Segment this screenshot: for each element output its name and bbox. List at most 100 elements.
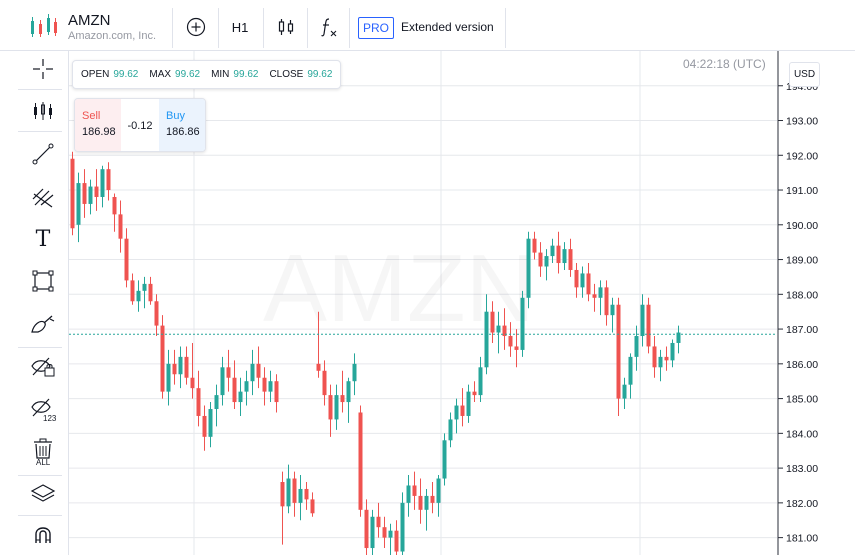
candle-body[interactable]: [316, 363, 321, 371]
candle-body[interactable]: [370, 516, 375, 549]
candle-body[interactable]: [574, 269, 579, 288]
candle-body[interactable]: [514, 346, 519, 350]
candle-body[interactable]: [478, 367, 483, 396]
candle-body[interactable]: [676, 332, 681, 343]
candle-body[interactable]: [466, 391, 471, 416]
candle-body[interactable]: [202, 415, 207, 437]
candle-body[interactable]: [280, 482, 285, 507]
candle-body[interactable]: [532, 238, 537, 253]
candles-tool[interactable]: [26, 94, 60, 128]
candle-body[interactable]: [184, 356, 189, 378]
symbol-name[interactable]: AMZN: [68, 12, 111, 29]
candle-body[interactable]: [490, 311, 495, 333]
candle-body[interactable]: [244, 381, 249, 392]
price-chart[interactable]: AMZN 194.00193.00192.00191.00190.00189.0…: [69, 51, 855, 555]
candle-body[interactable]: [592, 294, 597, 298]
candle-body[interactable]: [520, 297, 525, 350]
candle-body[interactable]: [94, 186, 99, 197]
brush-tool[interactable]: [26, 307, 60, 341]
candle-body[interactable]: [250, 363, 255, 382]
candle-body[interactable]: [292, 478, 297, 503]
candle-body[interactable]: [82, 183, 87, 204]
chart-type-button[interactable]: [273, 14, 299, 40]
layers-tool[interactable]: [26, 477, 60, 511]
candle-body[interactable]: [472, 391, 477, 396]
candle-body[interactable]: [382, 527, 387, 538]
candle-body[interactable]: [232, 377, 237, 403]
candle-body[interactable]: [670, 342, 675, 361]
indicators-button[interactable]: [316, 14, 342, 40]
candle-body[interactable]: [652, 346, 657, 368]
candle-body[interactable]: [442, 440, 447, 479]
magnet-tool[interactable]: [26, 519, 60, 553]
candle-body[interactable]: [586, 273, 591, 295]
candle-body[interactable]: [556, 245, 561, 264]
candle-body[interactable]: [502, 325, 507, 337]
candle-body[interactable]: [364, 509, 369, 549]
candle-body[interactable]: [154, 301, 159, 326]
candle-body[interactable]: [526, 238, 531, 298]
candle-body[interactable]: [400, 502, 405, 552]
candle-body[interactable]: [112, 196, 117, 215]
candle-body[interactable]: [118, 214, 123, 239]
candle-body[interactable]: [178, 356, 183, 375]
candle-body[interactable]: [124, 238, 129, 281]
candle-body[interactable]: [70, 158, 75, 229]
candle-body[interactable]: [412, 485, 417, 496]
candle-body[interactable]: [646, 304, 651, 347]
candle-body[interactable]: [376, 516, 381, 528]
candle-body[interactable]: [262, 377, 267, 392]
candle-body[interactable]: [88, 186, 93, 204]
candle-body[interactable]: [304, 488, 309, 500]
candle-body[interactable]: [448, 419, 453, 441]
remove-all-tool[interactable]: ALL: [26, 435, 60, 469]
candle-body[interactable]: [604, 287, 609, 316]
candle-body[interactable]: [352, 363, 357, 382]
hide-numbers-tool[interactable]: 123: [26, 393, 60, 427]
candle-body[interactable]: [616, 304, 621, 399]
candle-body[interactable]: [388, 530, 393, 538]
candle-body[interactable]: [298, 488, 303, 503]
candle-body[interactable]: [142, 283, 147, 291]
lock-drawings-tool[interactable]: [26, 350, 60, 384]
candle-body[interactable]: [658, 356, 663, 368]
candle-body[interactable]: [148, 283, 153, 302]
candle-body[interactable]: [406, 485, 411, 503]
buy-button[interactable]: Buy 186.86: [159, 99, 205, 151]
candle-body[interactable]: [640, 304, 645, 337]
candle-body[interactable]: [508, 336, 513, 347]
candle-body[interactable]: [274, 381, 279, 403]
text-tool[interactable]: T: [26, 222, 60, 256]
candle-body[interactable]: [334, 395, 339, 420]
candle-body[interactable]: [622, 384, 627, 399]
candle-body[interactable]: [220, 367, 225, 396]
candle-body[interactable]: [598, 287, 603, 298]
pro-badge[interactable]: PRO: [358, 17, 394, 39]
rectangle-tool[interactable]: [26, 264, 60, 298]
candle-body[interactable]: [568, 249, 573, 270]
candle-body[interactable]: [322, 370, 327, 396]
sell-button[interactable]: Sell 186.98: [75, 99, 121, 151]
candle-body[interactable]: [106, 169, 111, 191]
candle-body[interactable]: [196, 388, 201, 416]
candle-body[interactable]: [268, 381, 273, 392]
candle-body[interactable]: [580, 273, 585, 288]
candle-body[interactable]: [214, 395, 219, 410]
candle-body[interactable]: [208, 409, 213, 437]
candle-body[interactable]: [358, 412, 363, 510]
candle-body[interactable]: [538, 252, 543, 267]
candle-body[interactable]: [256, 363, 261, 378]
candle-body[interactable]: [496, 325, 501, 333]
candle-body[interactable]: [130, 280, 135, 302]
candle-body[interactable]: [460, 405, 465, 416]
candle-body[interactable]: [166, 363, 171, 392]
extended-version-link[interactable]: Extended version: [401, 20, 494, 34]
candle-body[interactable]: [424, 495, 429, 510]
candle-body[interactable]: [226, 367, 231, 378]
candle-body[interactable]: [664, 356, 669, 361]
candle-body[interactable]: [634, 336, 639, 357]
candle-body[interactable]: [100, 169, 105, 197]
candle-body[interactable]: [136, 290, 141, 302]
candle-body[interactable]: [628, 356, 633, 385]
trend-line-tool[interactable]: [26, 137, 60, 171]
